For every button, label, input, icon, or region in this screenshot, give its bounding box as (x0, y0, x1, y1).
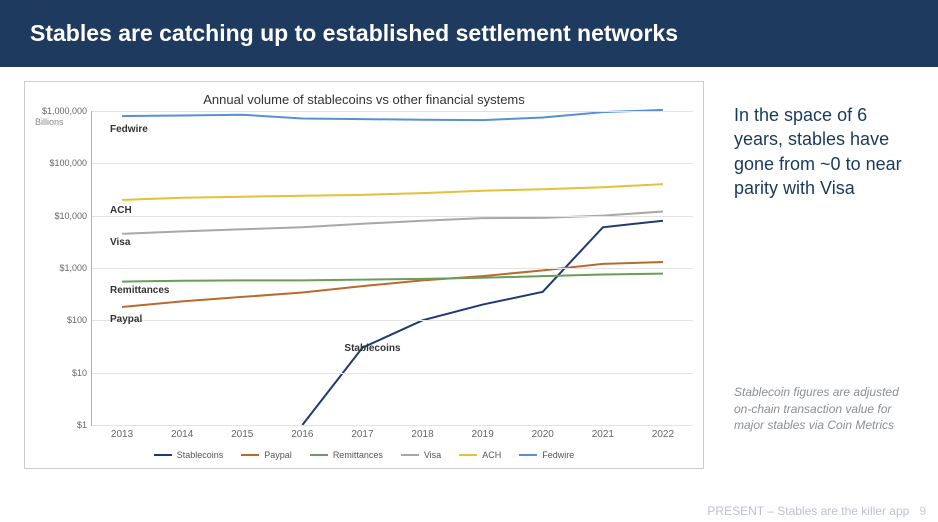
chart-title: Annual volume of stablecoins vs other fi… (25, 82, 703, 111)
y-tick-label: $1 (77, 420, 92, 430)
chart-plot-wrap: Billions $1$10$100$1,000$10,000$100,000$… (25, 111, 703, 446)
y-axis-unit: Billions (35, 117, 64, 127)
legend-swatch (401, 454, 419, 456)
slide-header: Stables are catching up to established s… (0, 0, 938, 67)
legend-item: Stablecoins (154, 450, 224, 460)
y-gridline (92, 216, 693, 217)
legend-item: Fedwire (519, 450, 574, 460)
series-inline-label: Visa (110, 237, 130, 248)
legend-swatch (154, 454, 172, 456)
slide-title: Stables are catching up to established s… (30, 20, 908, 47)
series-line-ach (122, 184, 663, 200)
series-inline-label: Remittances (110, 285, 169, 296)
legend-label: ACH (482, 450, 501, 460)
series-inline-label: ACH (110, 205, 132, 216)
x-tick-label: 2019 (472, 425, 494, 440)
x-tick-label: 2018 (411, 425, 433, 440)
series-inline-label: Paypal (110, 314, 142, 325)
footer-text: PRESENT – Stables are the killer app (707, 504, 909, 518)
y-gridline (92, 268, 693, 269)
x-tick-label: 2022 (652, 425, 674, 440)
legend-label: Visa (424, 450, 441, 460)
y-gridline (92, 163, 693, 164)
y-tick-label: $100,000 (49, 158, 92, 168)
chart-container: Annual volume of stablecoins vs other fi… (24, 81, 704, 469)
y-tick-label: $100 (67, 315, 92, 325)
legend-swatch (459, 454, 477, 456)
series-line-stablecoins (302, 221, 663, 425)
sidebar-note-text: Stablecoin figures are adjusted on-chain… (734, 384, 914, 433)
legend-label: Stablecoins (177, 450, 224, 460)
x-tick-label: 2014 (171, 425, 193, 440)
y-gridline (92, 111, 693, 112)
legend-label: Fedwire (542, 450, 574, 460)
legend-item: Visa (401, 450, 441, 460)
legend-swatch (241, 454, 259, 456)
x-tick-label: 2017 (351, 425, 373, 440)
slide-content: Annual volume of stablecoins vs other fi… (0, 67, 938, 475)
x-tick-label: 2015 (231, 425, 253, 440)
y-tick-label: $1,000 (59, 263, 92, 273)
chart-plot-area: $1$10$100$1,000$10,000$100,000$1,000,000… (91, 111, 693, 426)
legend-item: Remittances (310, 450, 383, 460)
legend-label: Remittances (333, 450, 383, 460)
y-tick-label: $10,000 (54, 211, 92, 221)
legend-label: Paypal (264, 450, 292, 460)
x-tick-label: 2021 (592, 425, 614, 440)
x-tick-label: 2013 (111, 425, 133, 440)
x-tick-label: 2020 (532, 425, 554, 440)
sidebar-text: In the space of 6 years, stables have go… (704, 81, 914, 469)
series-inline-label: Fedwire (110, 124, 148, 135)
sidebar-main-text: In the space of 6 years, stables have go… (734, 103, 914, 200)
series-inline-label: Stablecoins (344, 343, 400, 354)
page-number: 9 (919, 504, 926, 518)
y-tick-label: $1,000,000 (42, 106, 92, 116)
series-line-remittances (122, 274, 663, 282)
legend-swatch (519, 454, 537, 456)
y-tick-label: $10 (72, 368, 92, 378)
chart-legend: Stablecoins Paypal Remittances Visa ACH Fedwi… (25, 446, 703, 468)
slide-footer: PRESENT – Stables are the killer app 9 (707, 504, 926, 518)
y-gridline (92, 373, 693, 374)
x-tick-label: 2016 (291, 425, 313, 440)
y-gridline (92, 320, 693, 321)
legend-item: ACH (459, 450, 501, 460)
legend-swatch (310, 454, 328, 456)
legend-item: Paypal (241, 450, 292, 460)
